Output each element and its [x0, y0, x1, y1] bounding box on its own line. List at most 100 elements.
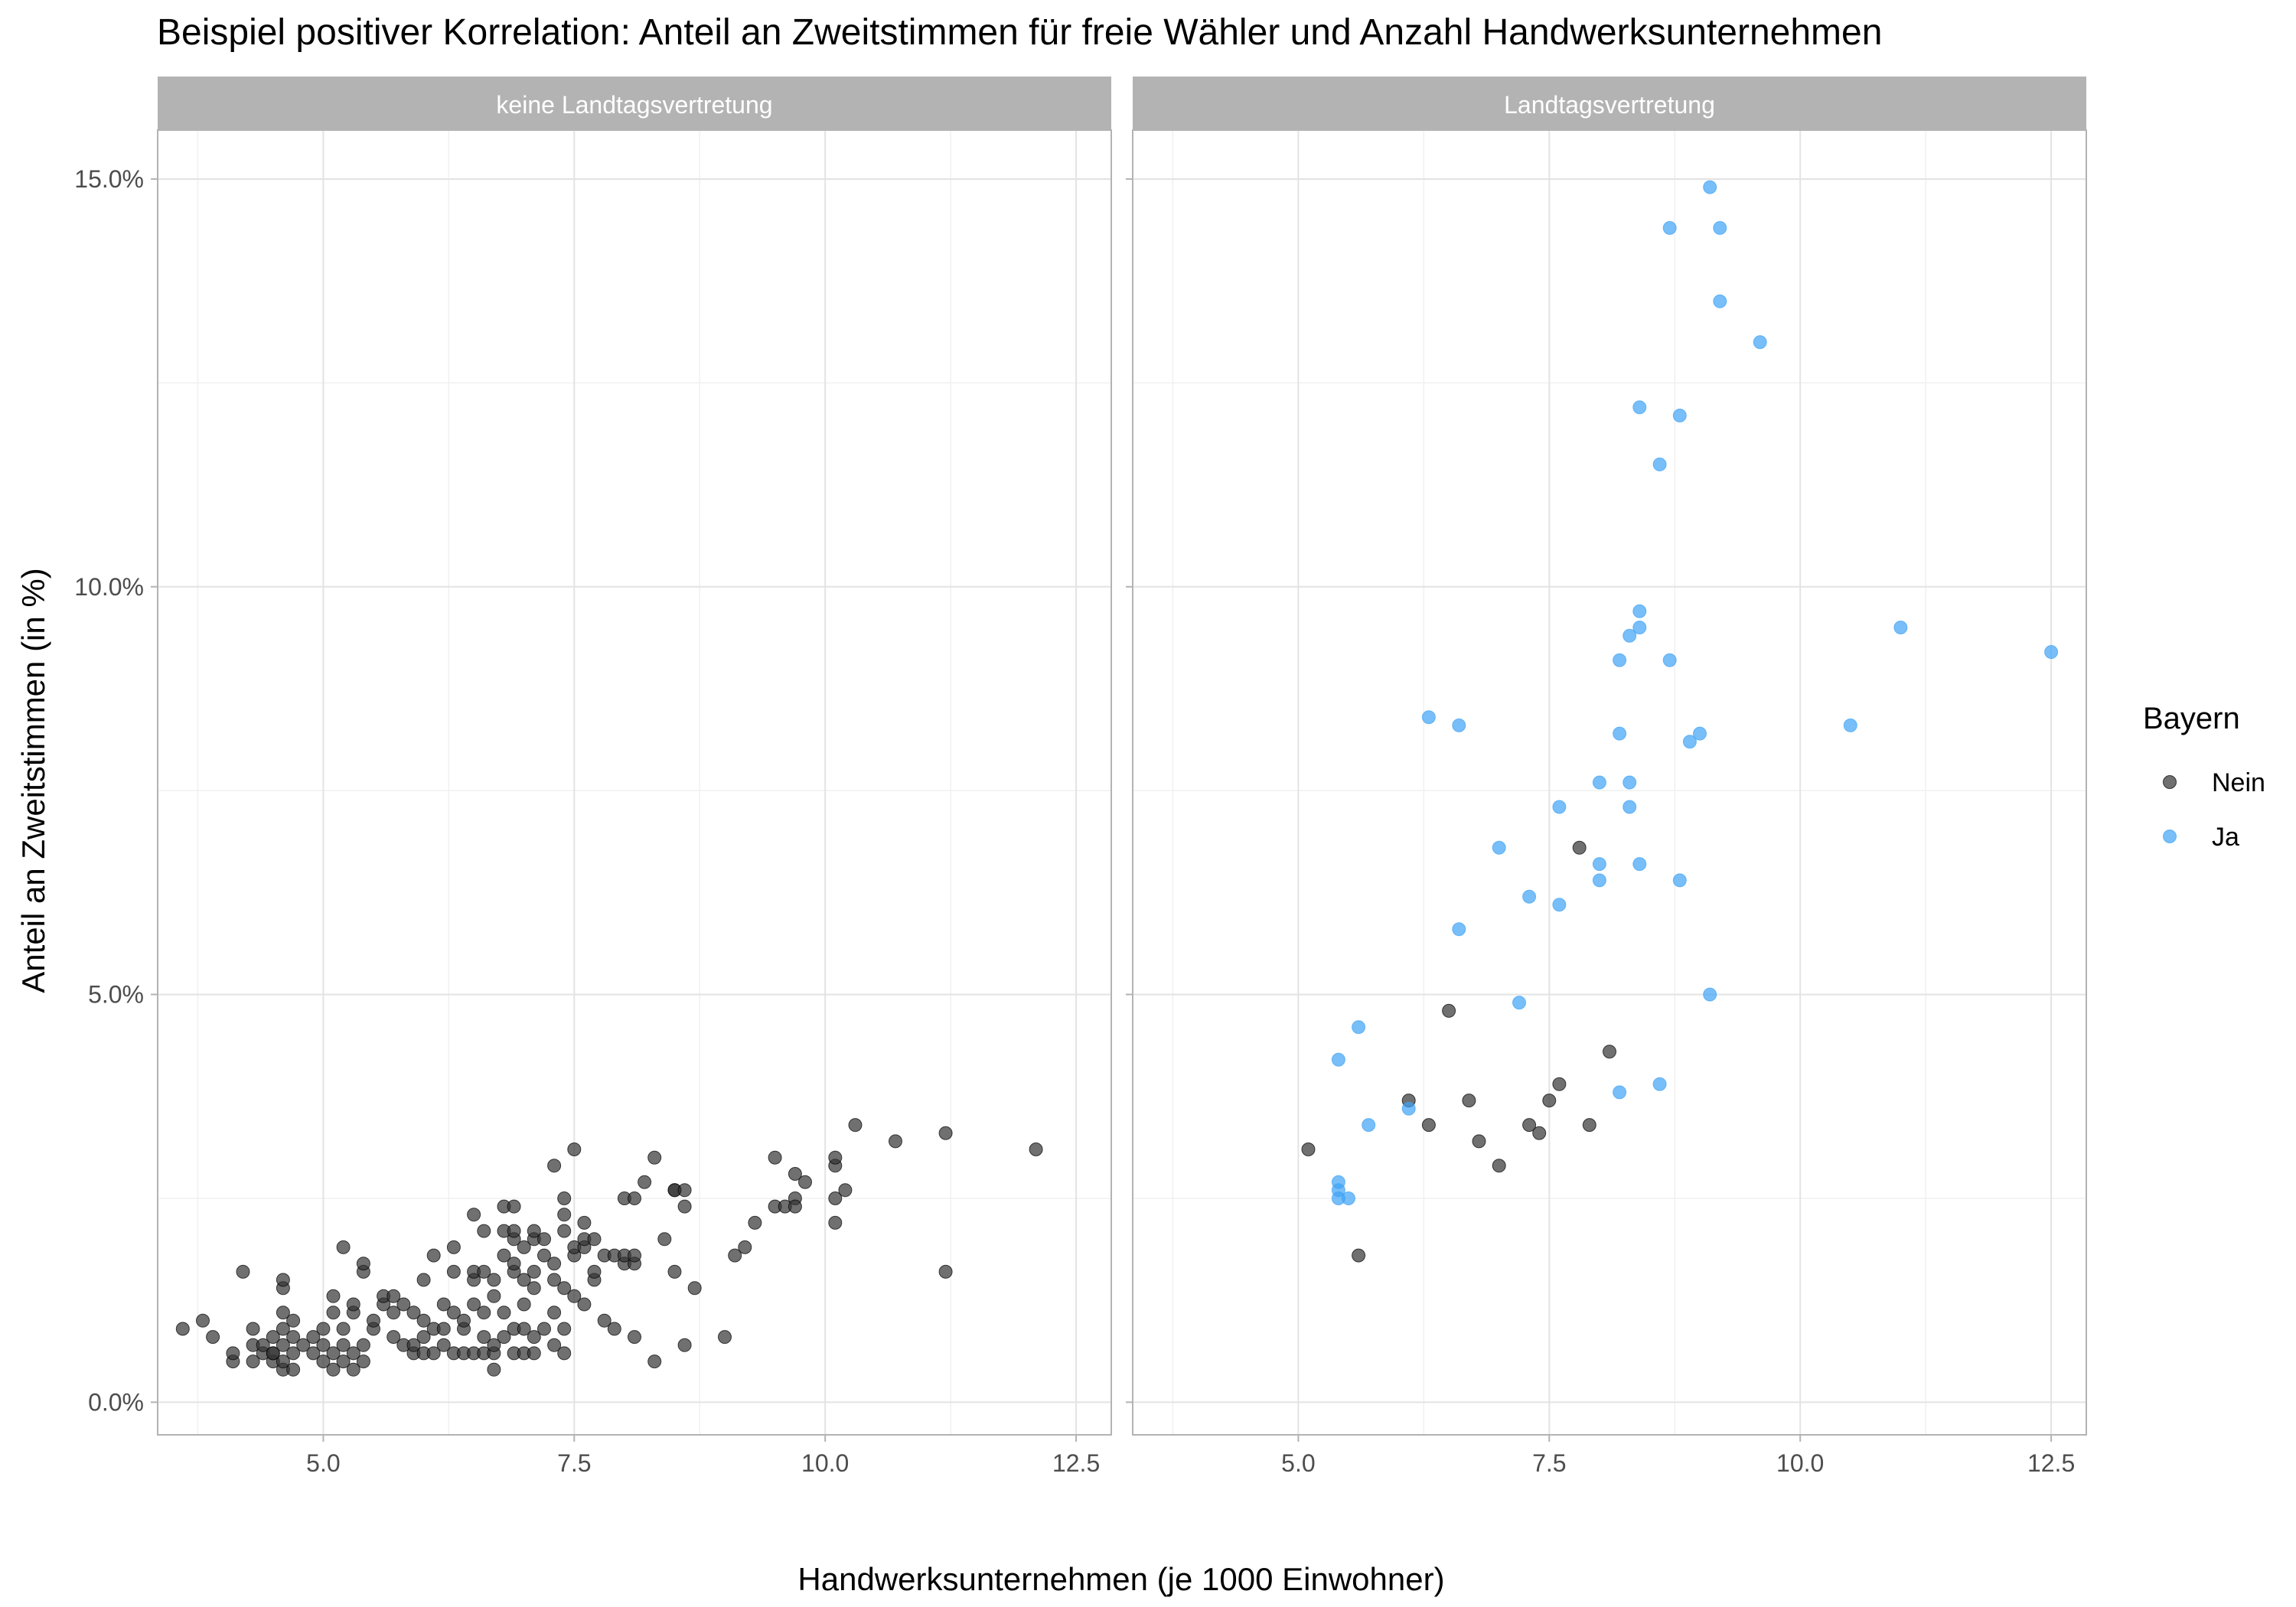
- data-point: [628, 1248, 641, 1263]
- data-point: [226, 1346, 240, 1361]
- data-point: [1623, 628, 1637, 643]
- data-point: [296, 1338, 311, 1352]
- data-point: [477, 1330, 491, 1345]
- data-point: [356, 1354, 370, 1369]
- y-axis-title: Anteil an Zweitstimmen (in %): [15, 568, 51, 993]
- data-point: [286, 1346, 301, 1361]
- data-point: [1632, 400, 1647, 415]
- data-point: [196, 1313, 210, 1328]
- data-point: [547, 1338, 562, 1352]
- data-point: [1672, 873, 1687, 888]
- chart-title: Beispiel positiver Korrelation: Anteil a…: [157, 12, 1882, 53]
- facet-strip-label: Landtagsvertretung: [1504, 91, 1715, 119]
- data-point: [1613, 726, 1627, 741]
- data-point: [1662, 653, 1677, 667]
- data-point: [1442, 1003, 1456, 1018]
- data-point: [467, 1297, 481, 1312]
- data-point: [938, 1264, 953, 1279]
- facet-strip: [158, 77, 1111, 130]
- legend-title: Bayern: [2143, 702, 2240, 735]
- data-point: [336, 1240, 351, 1254]
- data-point: [487, 1273, 501, 1287]
- facet-strip: [1133, 77, 2086, 130]
- x-tick-label: 7.5: [557, 1449, 591, 1477]
- data-point: [1552, 1077, 1567, 1091]
- data-point: [1652, 1077, 1667, 1091]
- data-point: [497, 1330, 511, 1345]
- data-point: [828, 1191, 843, 1205]
- data-point: [889, 1134, 902, 1149]
- data-point: [687, 1281, 702, 1296]
- data-point: [748, 1215, 762, 1230]
- data-point: [1843, 718, 1857, 732]
- data-point: [206, 1330, 220, 1345]
- data-point: [1632, 857, 1647, 872]
- data-point: [2044, 645, 2059, 659]
- data-point: [356, 1338, 370, 1352]
- data-point: [527, 1346, 541, 1361]
- data-point: [416, 1313, 431, 1328]
- data-point: [1703, 180, 1717, 194]
- data-point: [175, 1322, 190, 1336]
- data-point: [1662, 220, 1677, 235]
- data-point: [638, 1175, 652, 1189]
- data-point: [1352, 1020, 1366, 1035]
- data-point: [1522, 1118, 1537, 1133]
- data-point: [1492, 1159, 1506, 1173]
- data-point: [487, 1362, 501, 1377]
- data-point: [316, 1338, 331, 1352]
- data-point: [336, 1322, 351, 1336]
- data-point: [346, 1362, 360, 1377]
- data-point: [1592, 857, 1606, 872]
- data-point: [1682, 735, 1697, 749]
- data-point: [577, 1215, 592, 1230]
- data-point: [557, 1224, 572, 1238]
- data-point: [628, 1330, 641, 1345]
- data-point: [256, 1338, 270, 1352]
- data-point: [607, 1322, 621, 1336]
- data-point: [848, 1118, 863, 1133]
- y-tick-label: 5.0%: [88, 981, 144, 1009]
- data-point: [1352, 1248, 1366, 1263]
- data-point: [657, 1232, 672, 1247]
- data-point: [236, 1264, 250, 1279]
- data-point: [587, 1232, 602, 1247]
- data-point: [1703, 987, 1717, 1002]
- data-point: [587, 1264, 602, 1279]
- data-point: [416, 1273, 431, 1287]
- data-point: [1542, 1094, 1557, 1108]
- data-point: [527, 1224, 541, 1238]
- data-point: [557, 1322, 572, 1336]
- data-point: [326, 1346, 341, 1361]
- x-axis-title: Handwerksunternehmen (je 1000 Einwohner): [797, 1561, 1444, 1597]
- data-point: [728, 1248, 742, 1263]
- data-point: [266, 1346, 280, 1361]
- data-point: [1301, 1143, 1316, 1156]
- data-point: [1462, 1094, 1476, 1108]
- data-point: [336, 1354, 351, 1369]
- data-point: [1401, 1101, 1416, 1116]
- data-point: [517, 1240, 531, 1254]
- data-point: [1421, 1118, 1436, 1133]
- data-point: [1582, 1118, 1596, 1133]
- data-point: [1592, 873, 1606, 888]
- data-point: [628, 1191, 641, 1205]
- data-point: [1452, 922, 1466, 937]
- data-point: [788, 1167, 802, 1181]
- data-point: [477, 1224, 491, 1238]
- data-point: [386, 1330, 401, 1345]
- data-point: [1672, 409, 1687, 422]
- data-point: [386, 1305, 401, 1320]
- data-point: [547, 1273, 562, 1287]
- y-tick-label: 15.0%: [74, 165, 144, 193]
- data-point: [597, 1313, 612, 1328]
- data-point: [1603, 1045, 1616, 1059]
- x-tick-label: 12.5: [2027, 1449, 2075, 1477]
- data-point: [416, 1330, 431, 1345]
- data-point: [718, 1330, 732, 1345]
- data-point: [788, 1199, 802, 1214]
- data-point: [1522, 889, 1537, 904]
- data-point: [487, 1289, 501, 1303]
- data-point: [507, 1199, 521, 1214]
- data-point: [1592, 775, 1606, 790]
